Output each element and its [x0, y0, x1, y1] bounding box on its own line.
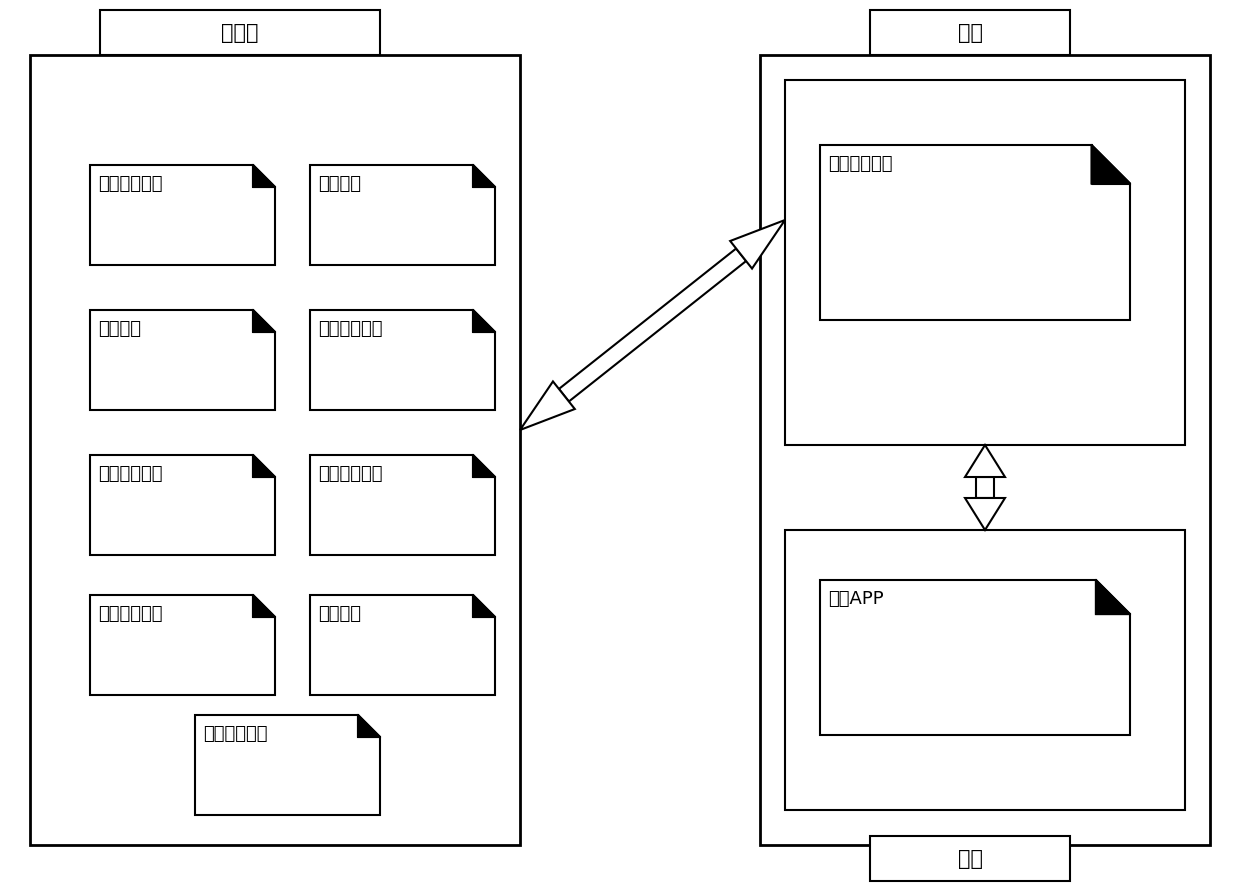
Polygon shape	[472, 455, 495, 477]
Text: 计费系统: 计费系统	[317, 175, 361, 193]
Polygon shape	[472, 165, 495, 187]
Polygon shape	[253, 310, 275, 332]
Polygon shape	[730, 220, 785, 268]
Text: 充值系统: 充值系统	[98, 320, 141, 338]
Text: 充电接口系统: 充电接口系统	[317, 465, 382, 483]
Bar	[785, 80, 1185, 445]
Polygon shape	[253, 595, 275, 617]
Text: 用户交互系统: 用户交互系统	[98, 605, 162, 623]
Polygon shape	[91, 455, 275, 555]
Polygon shape	[965, 445, 1004, 477]
Text: 充电控制系统: 充电控制系统	[98, 465, 162, 483]
Text: 网络通信系统: 网络通信系统	[203, 725, 268, 743]
Polygon shape	[253, 455, 275, 477]
Polygon shape	[820, 145, 1130, 320]
Polygon shape	[310, 310, 495, 410]
Polygon shape	[253, 165, 275, 187]
Polygon shape	[472, 595, 495, 617]
Text: 用户识别系统: 用户识别系统	[98, 175, 162, 193]
Polygon shape	[820, 580, 1130, 735]
Bar	[870, 10, 1070, 55]
Polygon shape	[91, 595, 275, 695]
Bar	[760, 55, 1210, 845]
Polygon shape	[358, 715, 379, 737]
Bar	[785, 530, 1185, 810]
Polygon shape	[310, 455, 495, 555]
Text: 后台控制系统: 后台控制系统	[828, 155, 893, 173]
Text: 充电站: 充电站	[221, 22, 259, 43]
Polygon shape	[1091, 145, 1130, 184]
Polygon shape	[520, 381, 575, 430]
Polygon shape	[472, 310, 495, 332]
Polygon shape	[976, 477, 994, 498]
Polygon shape	[965, 498, 1004, 530]
Text: 定位系统: 定位系统	[317, 605, 361, 623]
Polygon shape	[1096, 580, 1130, 614]
Polygon shape	[91, 310, 275, 410]
Bar	[30, 55, 520, 845]
Text: 利润分成系统: 利润分成系统	[317, 320, 382, 338]
Polygon shape	[310, 165, 495, 265]
Text: 手机APP: 手机APP	[828, 590, 884, 608]
Polygon shape	[195, 715, 379, 815]
Text: 后台: 后台	[957, 22, 982, 43]
Polygon shape	[559, 249, 746, 402]
Text: 手机: 手机	[957, 848, 982, 869]
Polygon shape	[91, 165, 275, 265]
Bar	[100, 10, 379, 55]
Bar	[870, 836, 1070, 881]
Polygon shape	[310, 595, 495, 695]
